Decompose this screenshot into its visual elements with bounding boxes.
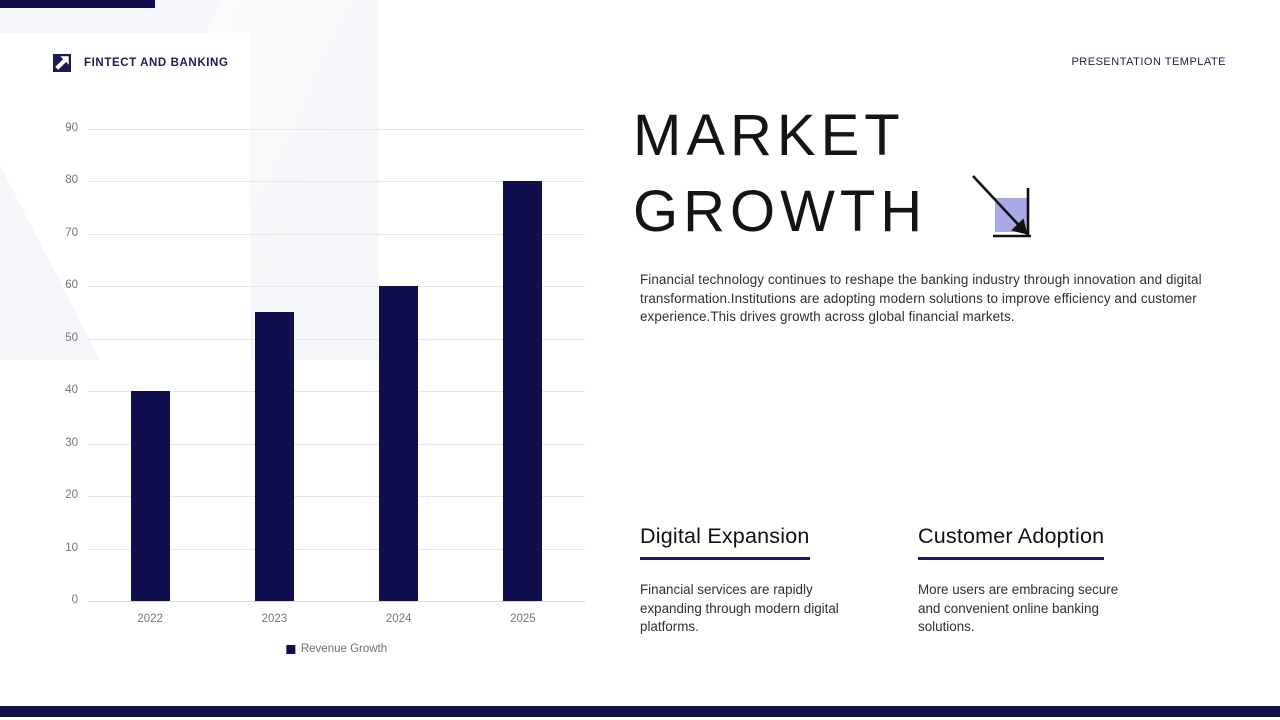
y-axis-label: 90	[65, 121, 78, 134]
intro-paragraph: Financial technology continues to reshap…	[640, 272, 1202, 325]
top-accent-bar	[0, 0, 155, 8]
x-axis-label: 2024	[385, 613, 412, 625]
y-axis-label: 70	[65, 226, 78, 239]
section-digital-expansion: Digital Expansion Financial services are…	[640, 524, 880, 637]
y-axis-label: 50	[65, 331, 78, 344]
gridline	[88, 496, 585, 497]
section-body: More users are embracing secure and conv…	[918, 582, 1119, 635]
gridline	[88, 548, 585, 550]
legend-swatch-icon	[285, 644, 295, 654]
x-axis-label: 2023	[261, 613, 288, 625]
y-axis-label: 60	[65, 279, 78, 291]
gridline	[88, 233, 585, 235]
revenue-growth-chart: 0 10 20 30 40 50 60 70 80 90 2022 2023 2024 2025 Reven…	[65, 121, 585, 655]
slide-title-line-1: MARKET	[633, 103, 905, 168]
y-axis-label: 30	[65, 436, 78, 449]
x-axis-label: 2025	[510, 613, 536, 625]
brand-logo: FINTECT AND BANKING	[53, 54, 229, 72]
gridline	[88, 601, 585, 602]
slide-title-line-2: GROWTH	[633, 179, 928, 244]
declining-chart-icon	[968, 174, 1036, 245]
arrow-up-right-icon	[53, 54, 71, 72]
bar	[503, 181, 543, 601]
brand-name: FINTECT AND BANKING	[84, 57, 229, 69]
y-axis-label: 10	[65, 541, 78, 554]
gridline	[88, 128, 585, 130]
template-label: PRESENTATION TEMPLATE	[1071, 56, 1226, 68]
x-axis-label: 2022	[137, 613, 163, 625]
y-axis-label: 80	[65, 174, 78, 186]
gridline	[88, 391, 585, 392]
gridline	[88, 181, 585, 182]
gridline	[88, 286, 585, 287]
section-body: Financial services are rapidly expanding…	[640, 582, 839, 635]
slide-title: MARKET GROWTH	[633, 98, 927, 250]
section-heading: Customer Adoption	[918, 524, 1105, 560]
gridline	[88, 443, 585, 445]
legend: Revenue Growth	[285, 643, 388, 655]
bar	[379, 286, 419, 601]
y-axis-label: 0	[71, 594, 78, 606]
section-customer-adoption: Customer Adoption More users are embraci…	[918, 524, 1158, 637]
gridline	[88, 338, 585, 340]
y-axis-label: 20	[65, 489, 78, 501]
y-axis-label: 40	[65, 384, 78, 396]
bottom-accent-bar	[0, 706, 1280, 717]
section-heading: Digital Expansion	[640, 524, 810, 560]
legend-label: Revenue Growth	[300, 643, 388, 655]
bar	[130, 391, 170, 601]
bar	[254, 312, 294, 601]
